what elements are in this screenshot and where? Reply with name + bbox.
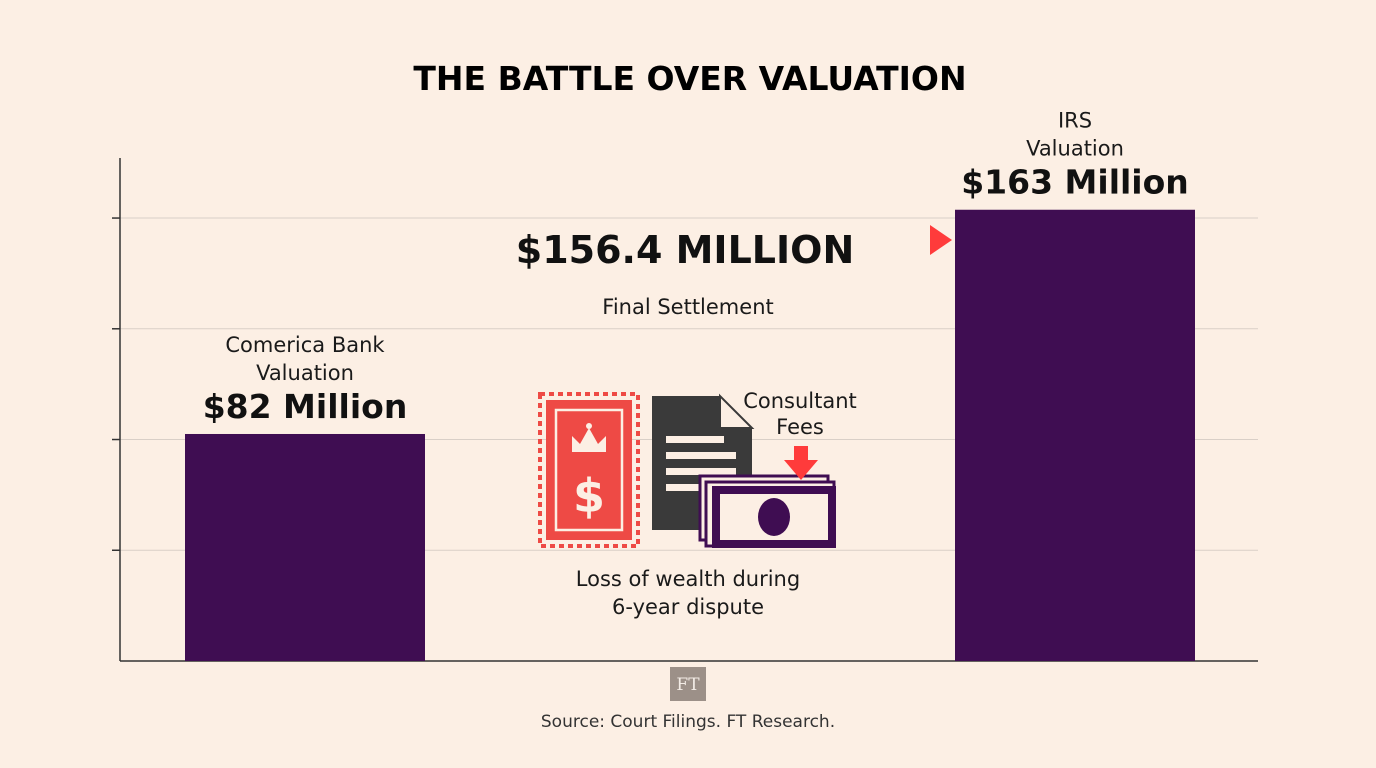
bars — [185, 209, 1195, 661]
svg-text:$: $ — [573, 469, 605, 523]
reference-arrowhead-icon — [930, 225, 952, 256]
reference-line-group — [120, 225, 1258, 256]
bar-caption-line: Comerica Bank — [225, 333, 385, 357]
bar-value-label: $82 Million — [203, 387, 408, 426]
consultant-fees-label-line-1: Consultant — [743, 389, 857, 413]
ft-logo-text: FT — [676, 675, 700, 695]
consultant-fees-label-line-2: Fees — [776, 415, 824, 439]
chart-title: THE BATTLE OVER VALUATION — [413, 59, 966, 98]
source-note: Source: Court Filings. FT Research. — [541, 712, 835, 732]
down-arrow-icon — [784, 446, 818, 480]
bar-value-label: $163 Million — [961, 163, 1189, 202]
banknote-icon — [698, 474, 836, 548]
bar-comerica — [185, 433, 425, 661]
loss-label-line-2: 6-year dispute — [612, 595, 764, 619]
bar-irs — [955, 209, 1195, 661]
settlement-label: Final Settlement — [602, 295, 773, 319]
bar-caption-line: Valuation — [1026, 137, 1124, 161]
tax-stamp-icon: $ — [538, 392, 640, 548]
bar-caption-line: IRS — [1058, 109, 1092, 133]
settlement-value-label: $156.4 MILLION — [516, 228, 855, 272]
bar-caption-line: Valuation — [256, 361, 354, 385]
ft-logo: FT — [670, 667, 706, 701]
loss-label-line-1: Loss of wealth during — [576, 567, 800, 591]
